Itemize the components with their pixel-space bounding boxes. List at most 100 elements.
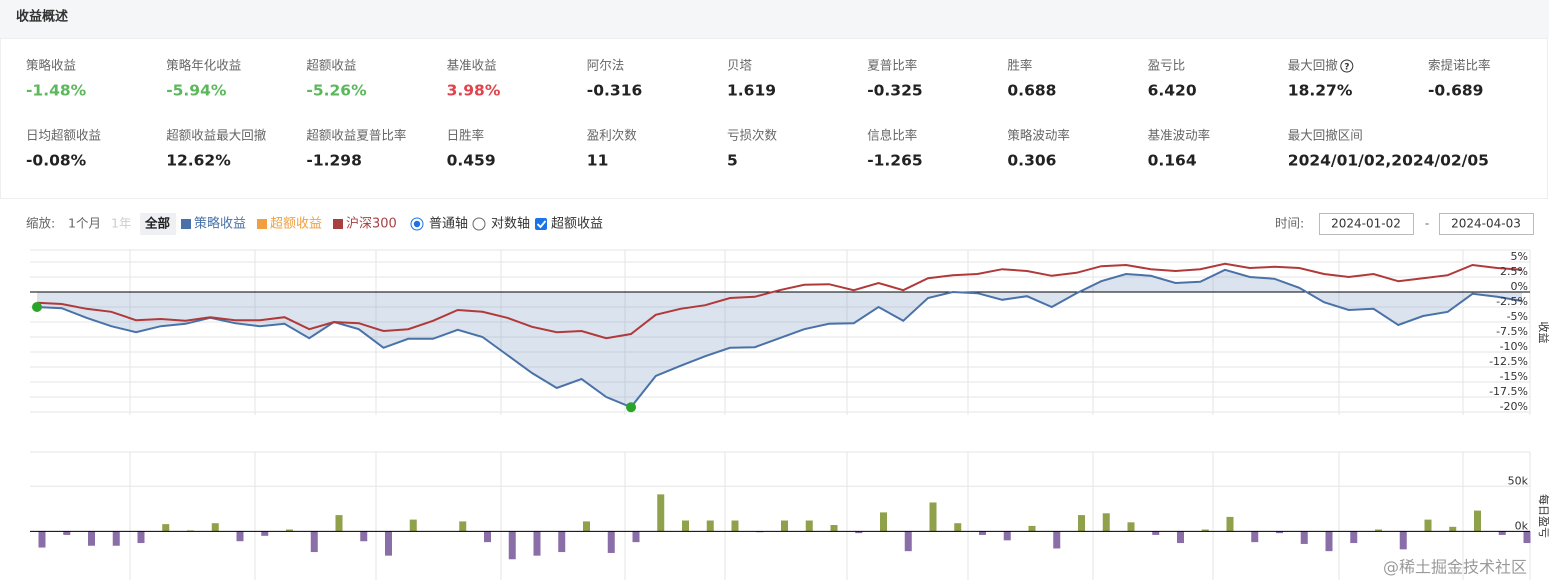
y-tick-label: -2.5% [1496,295,1528,308]
series-line [36,262,1523,340]
metric-value: -5.94% [166,82,227,100]
metric-value: -0.08% [26,152,87,170]
metric-value: 0.164 [1148,152,1197,170]
metric-label: 盈亏比 [1148,58,1186,73]
y-tick-label: 2.5% [1500,265,1528,278]
bar [533,531,541,556]
bar [162,524,170,532]
metric-label: 超额收益 [306,58,356,73]
checkbox-label[interactable]: 超额收益 [551,217,603,232]
radio-label[interactable]: 对数轴 [491,217,530,232]
bar [1375,529,1382,532]
bar [1078,515,1085,532]
bar [310,531,318,553]
metric-label: 夏普比率 [867,58,917,73]
radio[interactable] [472,217,486,231]
date-separator: - [1425,216,1430,231]
legend-label[interactable]: 策略收益 [194,216,246,232]
help-text: ? [1344,63,1349,73]
legend-swatch[interactable] [333,219,343,229]
radio-label[interactable]: 普通轴 [429,217,468,232]
watermark: @稀土掘金技术社区 [1383,558,1527,577]
y-axis-title: 每日盈亏 [1537,494,1549,538]
bar [1003,531,1011,541]
bar [286,529,293,532]
metric-value: -0.325 [867,82,922,100]
bar [1474,510,1481,532]
bar [880,512,887,532]
legend-swatch[interactable] [257,219,267,229]
bar [1325,531,1333,552]
metric-label: 亏损次数 [727,128,778,143]
metric-label: 基准收益 [447,58,497,73]
metric-label: 索提诺比率 [1428,58,1491,73]
legend-swatch[interactable] [181,219,191,229]
zoom-option[interactable]: 1年 [111,216,131,231]
metric-label: 日胜率 [447,128,485,143]
bar [1152,531,1160,535]
bar [112,531,120,546]
bar [929,502,937,532]
y-tick-label: -20% [1500,400,1528,413]
area [37,269,1522,408]
bar [1300,531,1308,544]
metric-value: 12.62% [166,152,231,170]
metric-value: -0.689 [1428,82,1483,100]
bar [1424,519,1432,532]
bar [731,520,739,532]
bar [484,531,491,543]
bar [657,494,665,532]
metric-value: 3.98% [447,82,501,100]
zoom-label: 缩放: [26,216,55,231]
checkbox[interactable] [535,218,547,230]
metric-label: 阿尔法 [587,58,625,73]
metric-label: 盈利次数 [587,128,638,143]
bar [558,531,566,553]
bar [1399,531,1407,550]
metric-value: -1.298 [306,152,361,170]
date-input[interactable] [1319,213,1414,235]
y-tick-label: -5% [1507,310,1528,323]
checkmark [536,220,547,229]
metric-value: -1.48% [26,82,87,100]
legend-label[interactable]: 超额收益 [270,217,322,232]
metric-label: 超额收益最大回撤 [166,128,267,143]
legend-label[interactable]: 沪深300 [346,216,397,232]
bar [805,520,813,532]
metric-label: 贝塔 [727,58,753,73]
bar [855,531,863,534]
bar [781,520,788,532]
bar [1498,531,1506,535]
zoom-active-bg [140,213,176,235]
zoom-option[interactable]: 1个月 [68,216,101,231]
bar [459,521,467,532]
metrics-panel [0,38,1548,199]
y-tick-label: 5% [1511,250,1528,263]
help-icon[interactable] [1340,59,1354,73]
y-tick-label: 0k [1515,519,1529,532]
metric-value: 0.688 [1007,82,1056,100]
bar [1276,531,1283,534]
start-date: 2024-01-02 [1331,217,1401,231]
bar [904,531,912,552]
zoom-option[interactable]: 全部 [144,216,171,231]
bar [385,531,392,556]
bar [508,531,516,560]
header-title: 收益概述 [16,9,68,25]
metric-label: 日均超额收益 [26,128,101,143]
bar [979,531,986,535]
header-bar [0,0,1549,38]
bar [409,519,417,532]
bar [1523,531,1531,544]
bar [137,531,145,544]
metric-value: 2024/01/02,2024/02/05 [1288,152,1489,170]
bar [682,520,689,532]
series-line [36,268,1523,409]
bar [1201,529,1209,532]
bar [607,531,615,553]
y-tick-label: -12.5% [1489,355,1528,368]
metric-label: 信息比率 [867,128,917,143]
y-tick-label: -10% [1500,340,1528,353]
bar [1053,531,1061,549]
date-input[interactable] [1439,213,1534,235]
